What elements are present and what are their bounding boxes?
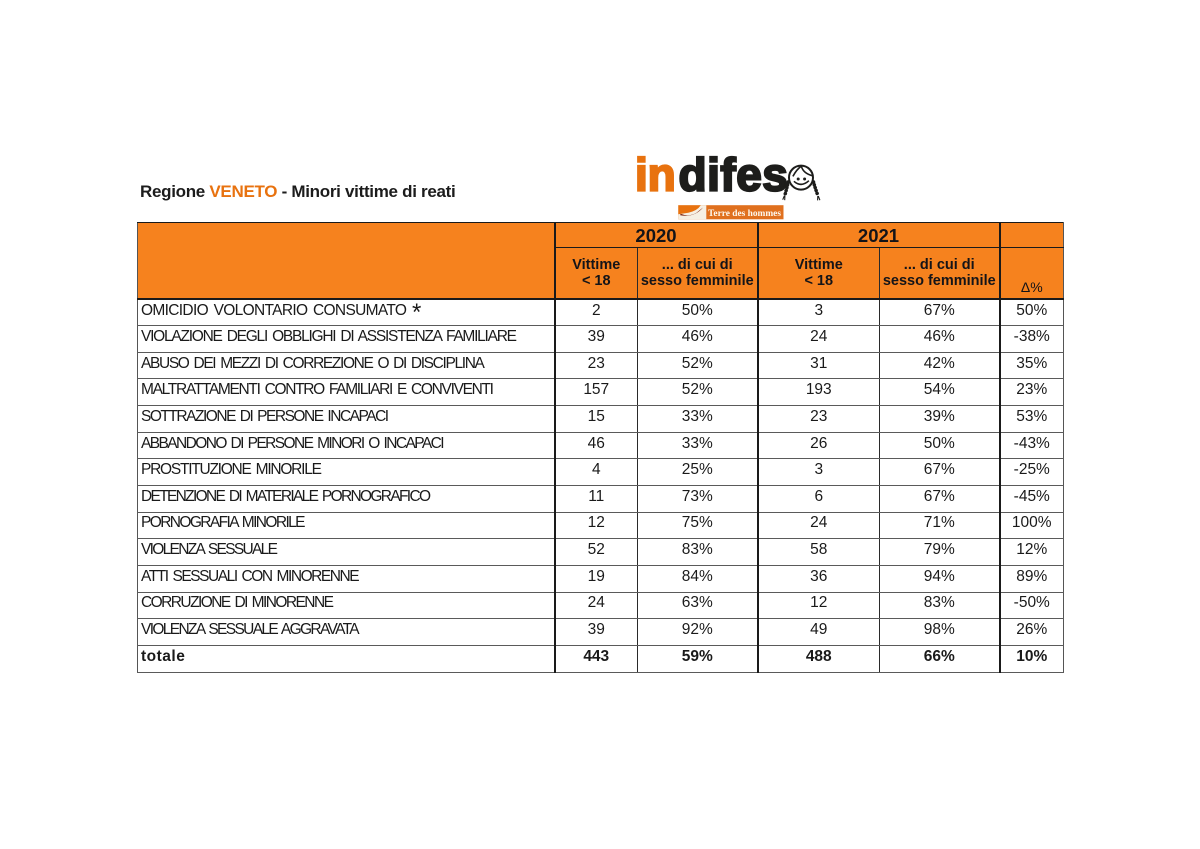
svg-text:Terre des hommes: Terre des hommes: [708, 208, 782, 218]
svg-text:in: in: [635, 149, 675, 201]
svg-text:difes: difes: [679, 149, 789, 201]
